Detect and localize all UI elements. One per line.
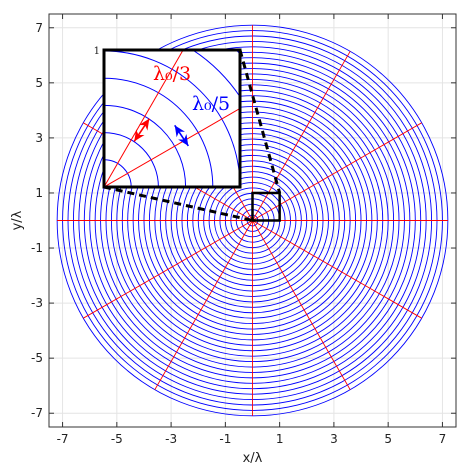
y-axis-title: y/λ xyxy=(10,210,25,230)
inset: 1 λ₀/3λ₀/5 xyxy=(94,46,282,222)
inset-frame xyxy=(102,48,242,189)
radial-line xyxy=(154,220,253,390)
y-axis: -7 -5 -3 -1 1 3 5 7 xyxy=(31,21,456,420)
radial-line xyxy=(252,220,422,319)
inset-radial-line xyxy=(104,50,184,187)
x-tick-label: -7 xyxy=(57,432,69,446)
x-tick-label: 1 xyxy=(276,432,284,446)
x-tick-label: -1 xyxy=(219,432,231,446)
y-tick-label: -5 xyxy=(31,351,43,365)
inset-background xyxy=(104,50,240,187)
inset-label-blue: λ₀/5 xyxy=(192,93,230,115)
x-tick-label: -3 xyxy=(165,432,177,446)
y-tick-label: 1 xyxy=(35,186,43,200)
plot-frame xyxy=(48,13,457,428)
radial-line xyxy=(83,220,253,319)
y-tick-label: -7 xyxy=(31,406,43,420)
y-tick-label: 3 xyxy=(35,131,43,145)
x-axis-title: x/λ xyxy=(243,451,263,466)
inset-tick-label: 1 xyxy=(94,46,100,57)
y-tick-label: -1 xyxy=(31,241,43,255)
x-axis: -7 -5 -3 -1 1 3 5 7 xyxy=(57,14,447,446)
inset-radial-line xyxy=(104,107,240,187)
radial-line xyxy=(252,220,351,390)
inset-arrow-red-head xyxy=(134,129,145,142)
zoom-connector xyxy=(103,185,253,222)
inset-arrow-blue-head xyxy=(178,133,189,146)
y-tick-label: 7 xyxy=(35,21,43,35)
zoom-box xyxy=(251,191,281,222)
zoom-connector xyxy=(238,49,282,194)
y-tick-label: -3 xyxy=(31,296,43,310)
x-tick-label: 5 xyxy=(384,432,392,446)
inset-arrow-red-head xyxy=(139,118,150,131)
inset-label-red: λ₀/3 xyxy=(153,63,191,85)
y-tick-label: 5 xyxy=(35,76,43,90)
x-tick-label: 3 xyxy=(330,432,338,446)
x-tick-label: 7 xyxy=(439,432,447,446)
x-tick-label: -5 xyxy=(111,432,123,446)
inset-arrow-blue-head xyxy=(174,125,185,138)
